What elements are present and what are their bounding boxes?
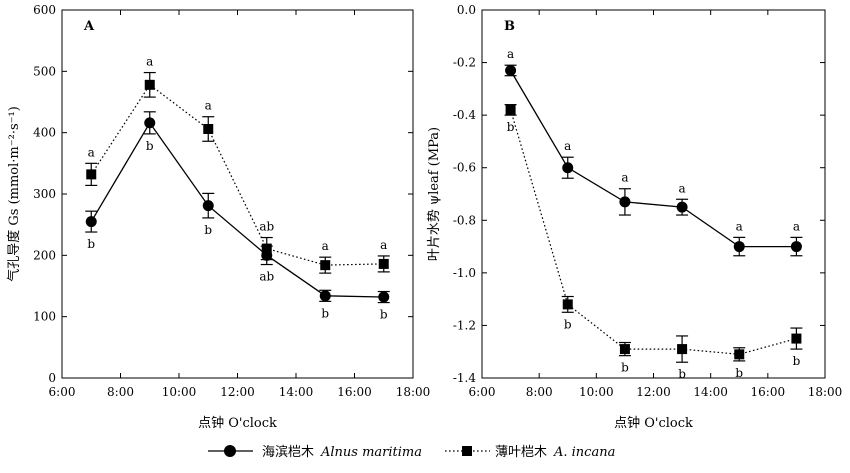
x-tick-label: 14:00 — [279, 385, 314, 399]
significance-label: a — [507, 47, 514, 61]
x-tick-label: 6:00 — [49, 385, 76, 399]
data-point-circle — [85, 216, 97, 228]
panel-b: 6:00 8:00 10:00 12:00 14:00 16:00 18:00 0.0 -0.2… — [426, 3, 842, 431]
significance-label: b — [735, 366, 743, 380]
significance-label: b — [146, 139, 154, 153]
data-point-square — [86, 169, 97, 180]
significance-label: b — [793, 354, 801, 368]
x-tick-label: 6:00 — [469, 385, 496, 399]
x-axis-title: 点钟 O'clock — [198, 415, 277, 431]
series-line — [510, 109, 797, 355]
x-tick-label: 8:00 — [526, 385, 553, 399]
y-tick-label: 0.0 — [457, 3, 476, 17]
data-point-square — [619, 344, 630, 355]
legend-label-latin: A. incana — [553, 445, 615, 460]
y-axis-title: 气孔导度 Gs (mmol·m⁻²·s⁻¹) — [6, 106, 22, 282]
y-tick-label: 500 — [33, 64, 56, 78]
legend-label-zh: 薄叶桤木 — [495, 445, 547, 460]
significance-label: a — [621, 171, 628, 185]
significance-label: b — [87, 237, 95, 251]
significance-label: b — [507, 120, 515, 134]
y-tick-label: 600 — [33, 3, 56, 17]
y-tick-label: 0 — [48, 371, 56, 385]
significance-label: a — [736, 219, 743, 233]
significance-label: ab — [259, 220, 274, 234]
data-point-square — [378, 258, 389, 269]
y-tick-label: -1.4 — [453, 371, 477, 385]
data-point-square — [791, 333, 802, 344]
y-tick-label: -1.2 — [453, 318, 476, 332]
y-tick-label: -0.4 — [453, 108, 477, 122]
data-point-circle — [562, 162, 574, 174]
data-point-square — [677, 344, 688, 355]
significance-label: a — [205, 99, 212, 113]
significance-label: b — [204, 223, 212, 237]
data-point-square — [203, 123, 214, 134]
y-tick-label: 200 — [33, 248, 56, 262]
data-point-square — [144, 79, 155, 90]
significance-label: b — [321, 306, 329, 320]
significance-label: a — [380, 238, 387, 252]
significance-label: a — [322, 239, 329, 253]
x-tick-label: 18:00 — [808, 385, 843, 399]
x-tick-label: 16:00 — [751, 385, 786, 399]
data-point-square — [261, 243, 272, 254]
data-point-square — [734, 349, 745, 360]
y-tick-label: -0.6 — [453, 161, 476, 175]
legend-marker-circle — [224, 445, 236, 457]
significance-label: b — [621, 361, 629, 375]
panel-label: A — [83, 19, 95, 34]
x-tick-label: 8:00 — [107, 385, 134, 399]
y-tick-label: -0.8 — [453, 213, 476, 227]
series-line — [90, 83, 384, 266]
legend-marker-square — [462, 446, 472, 456]
data-point-circle — [202, 200, 214, 212]
data-point-circle — [144, 117, 156, 129]
data-point-circle — [378, 291, 390, 303]
series-line — [510, 70, 797, 248]
legend: 海滨桤木 Alnus maritima 薄叶桤木 A. incana — [208, 444, 615, 460]
panel-a: 6:00 8:00 10:00 12:00 14:00 16:00 18:00 0 100 200… — [6, 3, 430, 431]
panel-label: B — [504, 19, 515, 34]
data-point-square — [505, 104, 516, 115]
x-tick-label: 18:00 — [396, 385, 431, 399]
x-tick-label: 14:00 — [693, 385, 728, 399]
data-point-circle — [676, 201, 688, 213]
x-axis-title: 点钟 O'clock — [614, 415, 693, 431]
significance-label: a — [679, 181, 686, 195]
data-point-circle — [619, 196, 631, 208]
data-point-circle — [790, 241, 802, 253]
significance-label: a — [88, 145, 95, 159]
y-tick-label: 400 — [33, 126, 56, 140]
significance-label: a — [793, 219, 800, 233]
significance-label: b — [564, 317, 572, 331]
legend-label-zh: 海滨桤木 — [262, 444, 314, 460]
data-point-square — [562, 299, 573, 310]
significance-label: b — [678, 367, 686, 381]
y-tick-label: -1.0 — [453, 266, 476, 280]
plot-frame — [481, 9, 826, 379]
plot-frame — [61, 9, 414, 379]
y-axis-title: 叶片水势 ψleaf (MPa) — [426, 127, 442, 261]
data-point-circle — [319, 290, 331, 302]
y-tick-label: -0.2 — [453, 56, 476, 70]
x-tick-label: 16:00 — [337, 385, 372, 399]
x-tick-label: 12:00 — [636, 385, 671, 399]
significance-label: ab — [259, 270, 274, 284]
series-line — [90, 121, 384, 298]
significance-label: a — [146, 55, 153, 69]
y-tick-label: 300 — [33, 187, 56, 201]
significance-label: a — [564, 139, 571, 153]
data-point-circle — [505, 64, 517, 76]
y-tick-label: 100 — [33, 310, 56, 324]
x-tick-label: 12:00 — [220, 385, 255, 399]
x-tick-label: 10:00 — [162, 385, 197, 399]
x-tick-label: 10:00 — [579, 385, 614, 399]
significance-label: b — [380, 308, 388, 322]
data-point-circle — [733, 241, 745, 253]
data-point-square — [320, 260, 331, 271]
legend-label-latin: Alnus maritima — [320, 445, 422, 460]
